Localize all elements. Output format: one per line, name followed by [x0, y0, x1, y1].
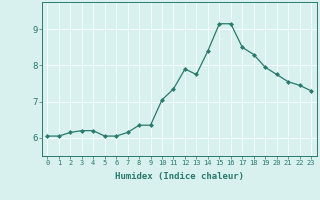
- X-axis label: Humidex (Indice chaleur): Humidex (Indice chaleur): [115, 172, 244, 181]
